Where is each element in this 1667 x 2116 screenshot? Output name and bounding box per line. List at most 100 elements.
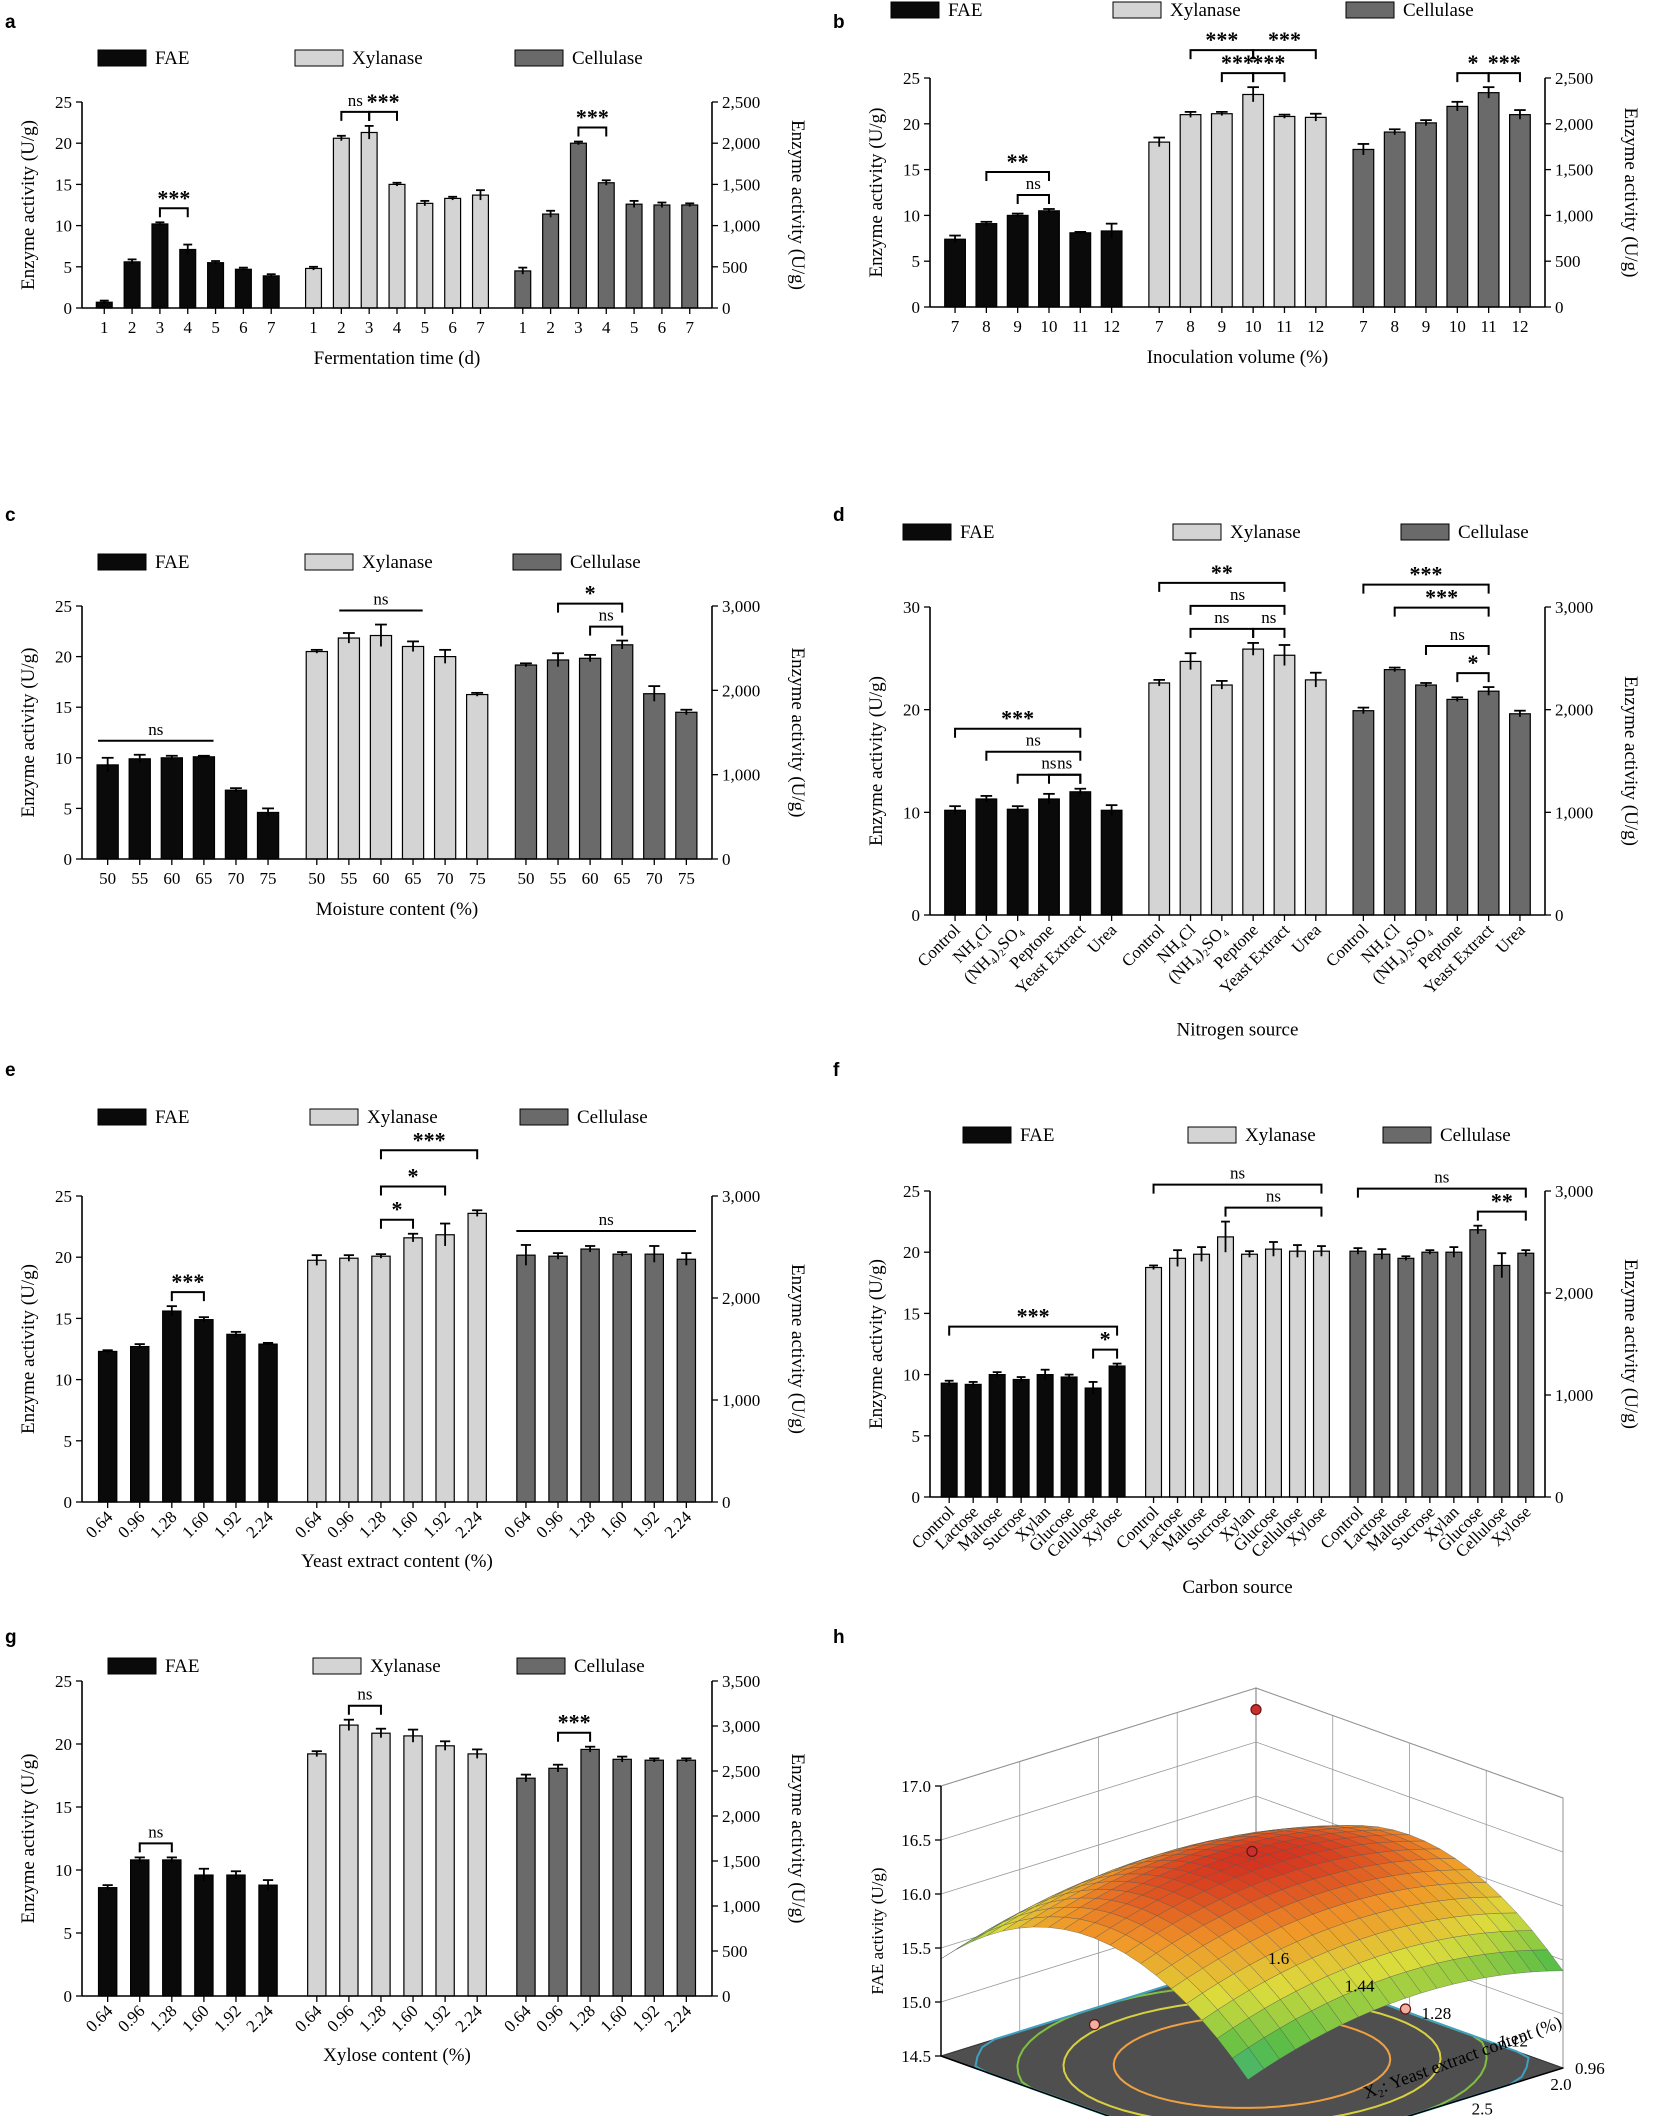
panel-letter-d: d — [833, 505, 845, 526]
chart-panel-f: FAE Xylanase Cellulase 0 5 10 15 20 25 0 1,000 2,00… — [866, 1125, 1641, 1598]
significance-label: ns — [599, 606, 614, 625]
significance-label: ns — [1026, 731, 1041, 750]
significance-bracket — [1158, 581, 1286, 592]
y-tick-label-right: 3,000 — [1555, 1182, 1593, 1201]
bar-fae-0-64 — [97, 1887, 118, 1997]
bar-fae-yeast-extract — [1069, 791, 1092, 916]
bar-fae-xylose — [1108, 1365, 1126, 1498]
y-axis-title-right: Enzyme activity (U/g) — [787, 120, 808, 290]
y-tick-label-left: 5 — [64, 1924, 73, 1943]
bar-fae-1-60 — [194, 1874, 214, 1997]
y-tick-label-left: 20 — [903, 115, 920, 134]
y-tick-label-left: 0 — [64, 1493, 73, 1512]
legend-swatch-xylanase — [1112, 1, 1162, 19]
legend-label-cellulase: Cellulase — [1403, 0, 1474, 21]
y-tick-label-right: 3,000 — [722, 1717, 760, 1736]
significance-label: ns — [1450, 625, 1465, 644]
legend-swatch-fae — [902, 523, 952, 541]
x-tick-label: 1.28 — [146, 2001, 180, 2035]
significance-bracket — [948, 1325, 1119, 1336]
y-tick-label-left: 25 — [55, 93, 72, 112]
wall-gridline — [940, 1741, 1564, 1853]
bar-fae-1-92 — [226, 1333, 246, 1503]
significance-bracket — [1016, 193, 1050, 204]
significance-label: *** — [367, 89, 400, 114]
y-tick-label-left: 20 — [55, 648, 72, 667]
significance-bracket — [1189, 604, 1286, 615]
y-tick-label-left: 20 — [55, 134, 72, 153]
y-tick-label-right: 1,500 — [722, 175, 760, 194]
y-axis-title-right: Enzyme activity (U/g) — [787, 1754, 808, 1924]
y-tick-label-left: 5 — [64, 1432, 73, 1451]
x-tick-label: 60 — [163, 869, 180, 888]
significance-label: * — [392, 1197, 403, 1222]
y-tick-label-right: 2,000 — [1555, 1284, 1593, 1303]
legend-label-fae: FAE — [155, 48, 189, 69]
x-tick-label: 0.96 — [114, 1507, 148, 1541]
y-tick-label-right: 2,500 — [722, 1762, 760, 1781]
significance-label: * — [1100, 1327, 1111, 1352]
bar-xylanase-maltose — [1193, 1253, 1211, 1498]
bar-xylanase-4 — [388, 183, 406, 309]
legend-label-fae: FAE — [1020, 1125, 1054, 1146]
legend-swatch-xylanase — [312, 1657, 362, 1675]
y-axis-title-left: Enzyme activity (U/g) — [18, 120, 39, 290]
significance-label: *** — [1268, 27, 1301, 52]
x2-tick-label: 1.6 — [1268, 1949, 1289, 1968]
x2-tick-label: 1.12 — [1498, 2032, 1528, 2051]
legend-swatch-fae — [890, 1, 940, 19]
significance-label: ns — [1261, 608, 1276, 627]
floor-contour — [1062, 1998, 1442, 2116]
chart-panel-h-surface: 14.5 15.0 15.5 16.0 16.5 17.0 FAE activity (U/… — [868, 1687, 1605, 2116]
bar-cellulase-50 — [514, 664, 538, 860]
y-tick-label-left: 25 — [903, 1182, 920, 1201]
y-tick-label-right: 2,000 — [722, 1807, 760, 1826]
y-tick-label-left: 5 — [912, 252, 921, 271]
z-tick-label: 16.0 — [901, 1885, 931, 1904]
x-tick-label: Urea — [1288, 920, 1325, 957]
y-tick-label-right: 1,000 — [1555, 803, 1593, 822]
significance-bracket — [1456, 672, 1490, 683]
bar-fae-lactose — [964, 1383, 982, 1498]
significance-label: ns — [373, 590, 388, 609]
z-tick-label: 14.5 — [901, 2047, 931, 2066]
bar-cellulase-7 — [681, 204, 699, 309]
design-point — [1246, 1845, 1258, 1857]
significance-bracket — [379, 1149, 479, 1160]
x-tick-label: 1.92 — [419, 2001, 453, 2035]
x-tick-label: 75 — [678, 869, 695, 888]
x-tick-label: 1.92 — [419, 1507, 453, 1541]
bar-xylanase-3 — [360, 131, 378, 309]
y-tick-label-right: 1,000 — [722, 1391, 760, 1410]
x1-tick-label: 2.5 — [1472, 2100, 1493, 2116]
x-tick-label: 2 — [546, 318, 555, 337]
x-tick-label: 11 — [1276, 317, 1292, 336]
legend-swatch-cellulase — [1382, 1126, 1432, 1144]
x-tick-label: 60 — [582, 869, 599, 888]
legend-swatch-cellulase — [1400, 523, 1450, 541]
significance-label: ns — [1057, 754, 1072, 773]
bar-fae-7 — [944, 238, 966, 308]
significance-label: *** — [558, 1710, 591, 1735]
x-tick-label: 0.64 — [291, 1507, 326, 1542]
y-axis-title-right: Enzyme activity (U/g) — [787, 1264, 808, 1434]
bar-xylanase-1-28 — [371, 1255, 391, 1503]
bar-cellulase-control — [1349, 1250, 1367, 1498]
y-tick-label-left: 30 — [903, 598, 920, 617]
x-tick-label: 6 — [658, 318, 667, 337]
legend-label-xylanase: Xylanase — [370, 1656, 441, 1677]
y-tick-label-right: 0 — [722, 1493, 731, 1512]
bar-cellulase-9 — [1415, 122, 1437, 308]
significance-label: *** — [1221, 50, 1254, 75]
legend-swatch-cellulase — [519, 1108, 569, 1126]
y-axis-title-left: Enzyme activity (U/g) — [866, 108, 887, 278]
y-tick-label-right: 3,000 — [1555, 598, 1593, 617]
bar-cellulase-8 — [1383, 131, 1406, 308]
x-tick-label: 2.24 — [452, 1507, 487, 1542]
significance-bracket — [347, 1704, 382, 1715]
significance-label: * — [585, 581, 596, 606]
bar-cellulase-xylose — [1517, 1252, 1535, 1498]
y-axis-title-left: Enzyme activity (U/g) — [866, 1259, 887, 1429]
x-tick-label: 0.64 — [291, 2001, 326, 2036]
x-tick-label: 7 — [267, 318, 276, 337]
